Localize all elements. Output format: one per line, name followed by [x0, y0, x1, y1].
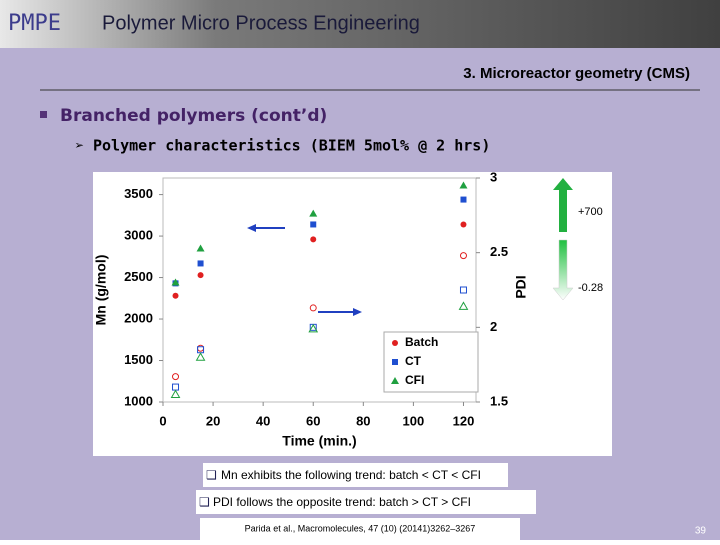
x-tick-label: 80	[356, 413, 370, 428]
marker	[197, 272, 204, 279]
chart: 0 20 40 60 80 100 120 1000 1500 2000 2500 3000 3500 1…	[93, 169, 529, 448]
y-tick-label: 2000	[124, 310, 153, 325]
marker	[195, 352, 206, 361]
annotation: -0.28	[578, 282, 603, 294]
marker	[460, 196, 467, 203]
marker	[459, 252, 467, 260]
sub-bullet: Polymer characteristics (BIEM 5mol% @ 2 …	[93, 137, 490, 155]
citation: Parida et al., Macromolecules, 47 (10) (…	[245, 523, 476, 533]
legend-marker	[392, 340, 398, 346]
marker	[309, 304, 317, 312]
annotation: +700	[578, 206, 603, 218]
y-tick-label: 2500	[124, 269, 153, 284]
marker	[460, 221, 467, 228]
marker	[310, 236, 317, 243]
marker	[172, 373, 180, 381]
marker	[310, 221, 317, 228]
y-tick-label: 1500	[124, 352, 153, 367]
logo: PMPE	[8, 11, 61, 36]
marker	[308, 323, 319, 333]
y2-axis-label: PDI	[513, 275, 529, 298]
marker	[458, 301, 469, 310]
bullet: Branched polymers (cont’d)	[60, 106, 327, 126]
x-tick-label: 60	[306, 413, 320, 428]
legend-marker	[392, 359, 398, 365]
y-tick-label: 3000	[124, 228, 153, 243]
x-tick-label: 100	[403, 413, 425, 428]
up-arrow	[553, 178, 573, 232]
y-tick-label: 3500	[124, 186, 153, 201]
header-bar	[0, 0, 720, 48]
y-tick-label: 1000	[124, 393, 153, 408]
citation-box	[200, 518, 520, 540]
legend-label: CFI	[405, 373, 424, 387]
arrow-head	[353, 308, 362, 316]
marker	[197, 260, 204, 267]
note-box	[203, 463, 508, 487]
marker	[459, 286, 467, 294]
marker	[171, 278, 180, 286]
x-tick-label: 0	[159, 413, 166, 428]
y2-tick-label: 2	[490, 319, 497, 334]
marker	[196, 244, 205, 252]
note-icon: ❑	[206, 468, 217, 482]
x-axis-label: Time (min.)	[282, 433, 356, 449]
y2-tick-label: 3	[490, 169, 497, 184]
y2-tick-label: 2.5	[490, 244, 508, 259]
legend-marker	[391, 377, 399, 384]
y-axis-label: Mn (g/mol)	[93, 255, 109, 326]
y2-tick-label: 1.5	[490, 393, 508, 408]
marker	[172, 292, 179, 299]
plot-frame	[162, 177, 477, 403]
note-box	[196, 490, 536, 514]
bullet-icon	[40, 111, 47, 118]
chart-panel	[93, 172, 612, 456]
header-title: Polymer Micro Process Engineering	[102, 12, 420, 34]
x-tick-label: 120	[453, 413, 475, 428]
legend-label: Batch	[405, 335, 438, 349]
down-arrow	[552, 239, 574, 301]
arrow-head	[247, 224, 256, 232]
note: PDI follows the opposite trend: batch > …	[213, 495, 471, 509]
slide-title: 3. Microreactor geometry (CMS)	[463, 65, 690, 82]
x-tick-label: 20	[206, 413, 220, 428]
marker	[459, 181, 468, 189]
sub-bullet-icon: ➢	[75, 137, 84, 155]
note-icon: ❑	[199, 495, 210, 509]
legend-label: CT	[405, 354, 422, 368]
legend-box	[383, 331, 479, 393]
marker	[309, 209, 318, 217]
marker	[170, 389, 181, 399]
note: Mn exhibits the following trend: batch <…	[221, 468, 481, 482]
x-tick-label: 40	[256, 413, 270, 428]
page-number: 39	[695, 526, 707, 537]
